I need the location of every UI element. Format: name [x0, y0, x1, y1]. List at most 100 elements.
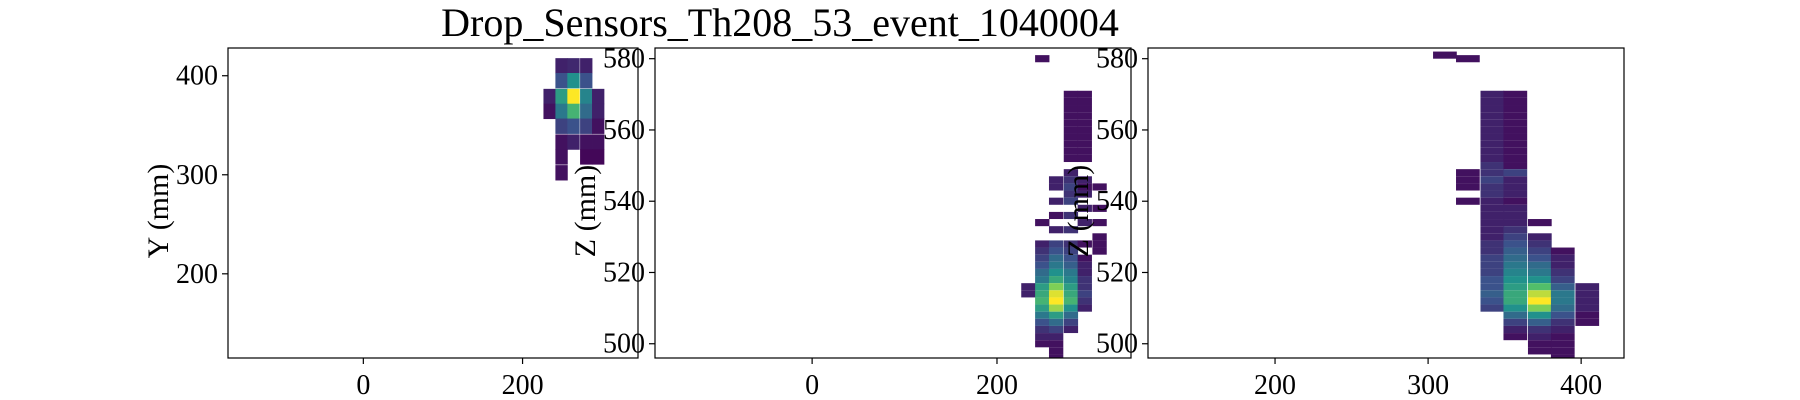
heatmap-cell	[1503, 112, 1528, 120]
heatmap-cell	[1503, 268, 1528, 277]
heatmap-cell	[1077, 112, 1092, 120]
heatmap-cell	[1077, 133, 1092, 141]
heatmap-cell	[592, 88, 605, 105]
heatmap-cell	[1092, 240, 1107, 248]
heatmap-cell	[1048, 268, 1064, 277]
heatmap-cell	[1503, 333, 1528, 341]
heatmap-cell	[1480, 162, 1505, 170]
heatmap-cell	[1480, 197, 1505, 205]
heatmap-cell	[1063, 276, 1079, 284]
heatmap-cell	[567, 103, 580, 120]
heatmap-cell	[1035, 240, 1050, 248]
y-tick-label: 540	[603, 186, 645, 217]
heatmap-cell	[1480, 176, 1505, 184]
heatmap-cell	[1503, 190, 1528, 198]
heatmap-cell	[1503, 247, 1528, 255]
heatmap-cell	[1048, 333, 1064, 341]
heatmap-cell	[1035, 340, 1050, 348]
heatmap-cell	[1077, 240, 1092, 248]
heatmap-cell	[1527, 219, 1552, 227]
y-axis-label: Y (mm)	[142, 164, 175, 259]
heatmap-cell	[1550, 254, 1575, 262]
heatmap-cell	[1503, 297, 1528, 305]
heatmap-cell	[1503, 233, 1528, 241]
heatmap-cell	[567, 73, 580, 89]
heatmap-cell	[1503, 119, 1528, 127]
heatmap-cell	[1503, 290, 1528, 298]
heatmap-cell	[1550, 297, 1575, 305]
heatmap-cell	[1575, 318, 1600, 326]
y-tick-label: 200	[176, 259, 218, 290]
heatmap-cell	[555, 118, 568, 134]
heatmap-cell	[1035, 318, 1050, 326]
heatmap-cell	[1048, 340, 1064, 348]
heatmap-cell	[1077, 97, 1092, 106]
heatmap-cell	[1480, 119, 1505, 127]
heatmap-cell	[1575, 297, 1600, 305]
heatmap-cell	[1480, 204, 1505, 212]
axes-frame	[654, 47, 1132, 359]
heatmap-cell	[1575, 290, 1600, 298]
heatmap-cell	[1035, 276, 1050, 284]
heatmap-cell	[1550, 268, 1575, 277]
heatmap-cell	[1503, 147, 1528, 155]
heatmap-cell	[1077, 147, 1092, 155]
heatmap-cell	[1550, 247, 1575, 255]
heatmap-cell	[1456, 183, 1480, 191]
heatmap-cell	[1048, 283, 1064, 291]
heatmap-cell	[1063, 183, 1079, 191]
heatmap-cell	[1021, 283, 1036, 291]
heatmap-cell	[1048, 261, 1064, 269]
heatmap-cell	[1503, 318, 1528, 326]
heatmap-cell	[1063, 140, 1079, 148]
heatmap-cells	[1433, 51, 1600, 358]
heatmap-cell	[1527, 290, 1552, 298]
heatmap-cell	[592, 149, 605, 165]
heatmap-cell	[1063, 226, 1079, 234]
heatmap-cell	[580, 118, 593, 134]
y-tick-label: 520	[603, 257, 645, 288]
heatmap-cell	[1503, 176, 1528, 184]
heatmap-cell	[1035, 55, 1050, 63]
y-tick-label: 540	[1096, 186, 1138, 217]
heatmap-cell	[1063, 126, 1079, 134]
heatmap-cell	[1503, 240, 1528, 248]
x-tick-label: 0	[356, 370, 370, 400]
heatmap-cell	[1550, 290, 1575, 298]
heatmap-cell	[1575, 283, 1600, 291]
heatmap-cell	[1480, 90, 1505, 98]
heatmap-cell	[1063, 261, 1079, 269]
heatmap-cell	[1527, 318, 1552, 326]
heatmap-cell	[1480, 211, 1505, 220]
heatmap-cell	[592, 118, 605, 134]
heatmap-cell	[1063, 304, 1079, 312]
heatmap-cell	[1480, 240, 1505, 248]
y-tick-label: 300	[176, 160, 218, 191]
heatmap-cell	[1480, 219, 1505, 227]
heatmap-cell	[1063, 154, 1079, 163]
heatmap-cell	[1575, 304, 1600, 312]
y-tick-label: 500	[1096, 329, 1138, 360]
heatmap-cell	[1480, 268, 1505, 277]
heatmap-cell	[1503, 154, 1528, 163]
heatmap-cell	[1575, 311, 1600, 319]
heatmap-cell	[555, 73, 568, 89]
heatmap-cell	[580, 149, 593, 165]
heatmap-cell	[1048, 176, 1064, 184]
heatmap-cell	[1480, 112, 1505, 120]
heatmap-cell	[1063, 325, 1079, 334]
heatmap-cell	[567, 118, 580, 134]
heatmap-cell	[1063, 318, 1079, 326]
heatmap-cell	[1035, 311, 1050, 319]
heatmap-cell	[1480, 190, 1505, 198]
heatmap-cell	[1480, 254, 1505, 262]
heatmap-cell	[1503, 169, 1528, 177]
heatmap-cell	[1480, 283, 1505, 291]
panel-2: 0 200 500 520 540 560 580 Z (mm)	[569, 44, 1132, 400]
heatmap-cell	[1063, 290, 1079, 298]
heatmap-cell	[1503, 183, 1528, 191]
heatmap-cell	[1456, 169, 1480, 177]
heatmap-cell	[1550, 340, 1575, 348]
